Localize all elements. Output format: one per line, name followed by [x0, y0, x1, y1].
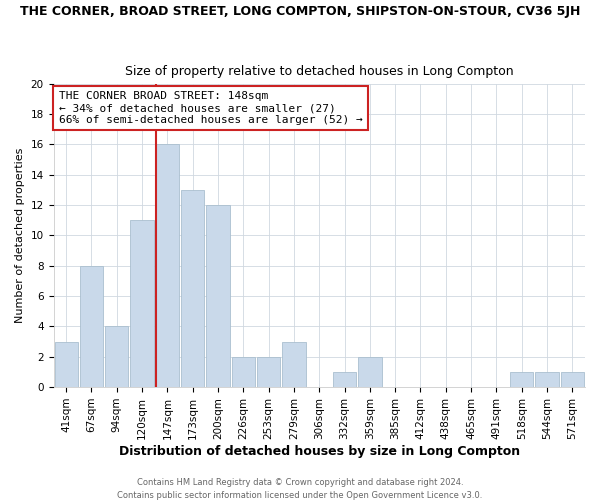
Bar: [535, 372, 559, 387]
Bar: [130, 220, 154, 387]
Bar: [156, 144, 179, 387]
Text: THE CORNER BROAD STREET: 148sqm
← 34% of detached houses are smaller (27)
66% of: THE CORNER BROAD STREET: 148sqm ← 34% of…: [59, 92, 362, 124]
Y-axis label: Number of detached properties: Number of detached properties: [15, 148, 25, 323]
Bar: [181, 190, 205, 387]
Bar: [358, 357, 382, 387]
Bar: [561, 372, 584, 387]
Bar: [206, 205, 230, 387]
Bar: [283, 342, 305, 387]
Text: THE CORNER, BROAD STREET, LONG COMPTON, SHIPSTON-ON-STOUR, CV36 5JH: THE CORNER, BROAD STREET, LONG COMPTON, …: [20, 5, 580, 18]
Bar: [333, 372, 356, 387]
Bar: [55, 342, 78, 387]
Bar: [80, 266, 103, 387]
Bar: [510, 372, 533, 387]
Text: Contains HM Land Registry data © Crown copyright and database right 2024.
Contai: Contains HM Land Registry data © Crown c…: [118, 478, 482, 500]
Bar: [257, 357, 280, 387]
Bar: [232, 357, 255, 387]
X-axis label: Distribution of detached houses by size in Long Compton: Distribution of detached houses by size …: [119, 444, 520, 458]
Bar: [105, 326, 128, 387]
Title: Size of property relative to detached houses in Long Compton: Size of property relative to detached ho…: [125, 66, 514, 78]
